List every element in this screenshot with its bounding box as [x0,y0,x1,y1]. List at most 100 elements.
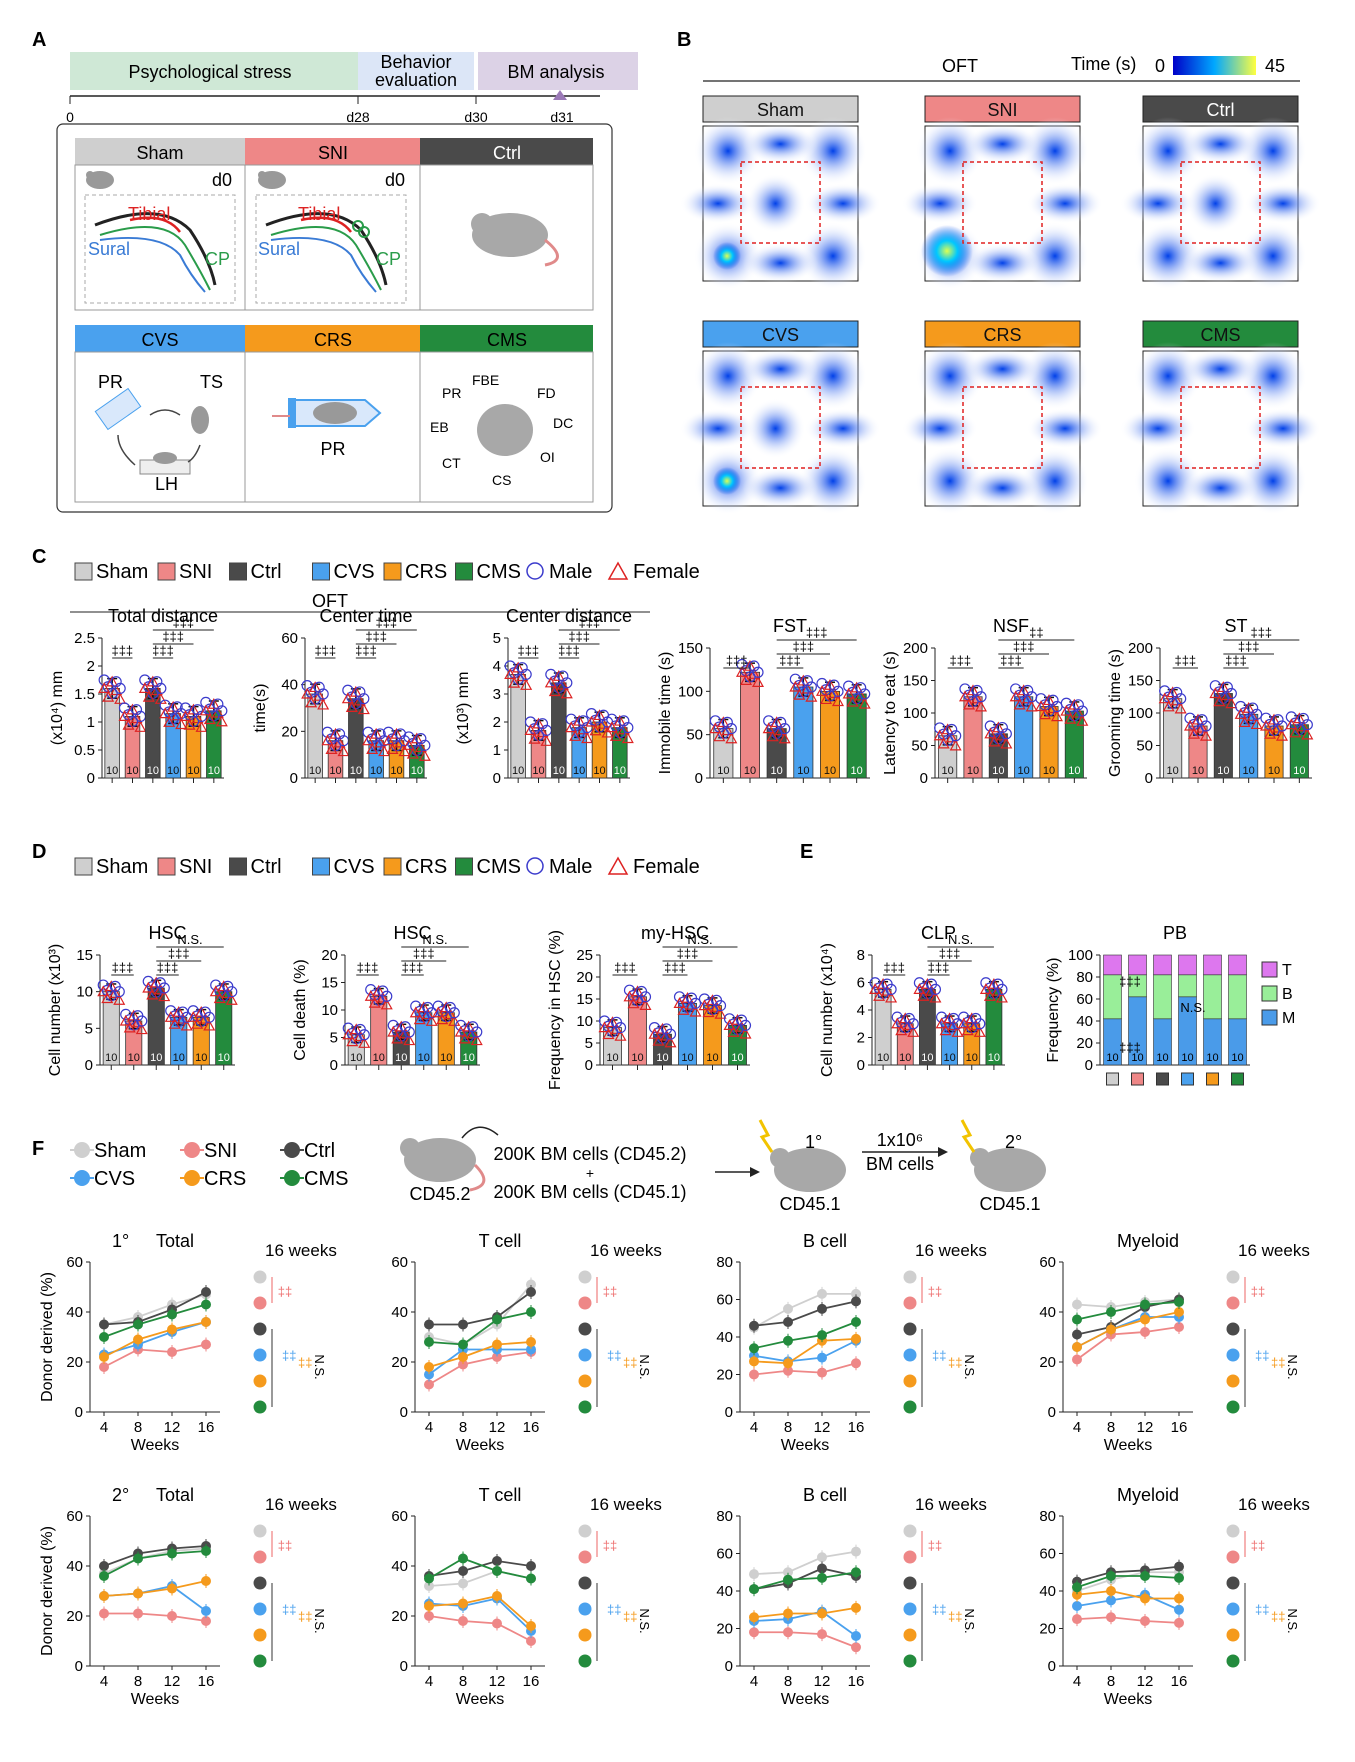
scale-label: Time (s) [1071,54,1136,74]
series-point-sni [424,1379,434,1390]
bar-sham [510,674,526,779]
group-dot-cvs [253,1348,267,1362]
sig-label: ‡‡‡ [1013,639,1035,654]
timeline-behavior-label: Behavior evaluation [375,52,457,90]
bar-n-label: 10 [1243,765,1255,777]
pb-seg-T [1203,954,1222,976]
x-tick-label: 4 [425,1419,433,1436]
series-point-crs [851,1333,861,1344]
y-tick-label: 20 [66,1354,83,1371]
series-point-cms [99,1571,109,1581]
group-dot-sham [1226,1524,1240,1538]
legend-f-label-cvs: CVS [94,1168,135,1190]
series-point-cms [1106,1571,1116,1581]
day-label-sni: d0 [385,170,405,190]
nerve-label-tibial-sni: Tibial [298,204,340,224]
y-tick-label: 100 [903,705,928,722]
series-point-sham [783,1303,793,1314]
legend-f-label-sni: SNI [204,1140,237,1162]
series-line-cvs [103,1321,207,1356]
bar-n-label: 10 [218,1052,230,1064]
x-tick-label: 12 [814,1419,831,1436]
y-tick-label: 0 [1145,770,1153,787]
series-line-cvs [428,1597,532,1632]
bar-n-label: 10 [187,765,199,777]
weeks-label: 16 weeks [1238,1495,1310,1514]
y-tick-label: 5 [585,1035,593,1052]
bar-n-label: 10 [921,1052,933,1064]
crs-pr-label: PR [320,439,345,459]
pb-group-swatch [1106,1072,1119,1086]
series-point-cms [1174,1572,1184,1583]
group-dot-cms [578,1400,592,1414]
bar-n-label: 10 [1293,765,1305,777]
pb-group-swatch [1181,1072,1194,1086]
pb-seg-B [1153,974,1172,1020]
bar-n-label: 10 [877,1052,889,1064]
cvs-pr-label: PR [98,372,123,392]
y-tick-label: 20 [1039,1621,1056,1638]
panel-label-f: F [32,1138,44,1160]
legend-label-ctrl: Ctrl [251,856,282,878]
scale-min: 0 [1155,56,1165,76]
panel-label-d: D [32,841,46,863]
oft-group-header: OFT [312,591,348,611]
legend-f: Sham SNI Ctrl CVS CRS CMS [70,1140,348,1190]
sig-cvs: ‡‡ [932,1602,946,1617]
legend-swatch-cvs [312,562,330,581]
series-line-cms [753,1321,857,1350]
series-line-ctrl [1076,1565,1180,1583]
group-cms-label: CMS [487,330,527,350]
bar-n-label: 10 [395,1052,407,1064]
panel-label-c: C [32,546,46,568]
chart-e-clp: CLP 0 2 4 6 8 Cell number (x10⁴) 10 10 10 10 10 10 ‡‡… [819,923,1008,1077]
group-dot-cvs [1226,1602,1240,1616]
timeline-ticks: 0 d28 d30 d31 [66,90,574,125]
y-tick-label: 0 [75,1658,83,1675]
sig-label: ‡‡‡ [949,653,971,668]
series-point-crs [526,1621,536,1631]
bar-n-label: 10 [1217,765,1229,777]
chart-d-3: my-HSC 0 5 10 15 20 25 Frequency in HSC (%) 10 10… [547,923,752,1090]
ns-label: N.S. [312,1608,327,1633]
ns-label: N.S. [962,1608,977,1633]
heatmap-title-crs: CRS [983,325,1021,345]
group-dot-sham [1226,1270,1240,1284]
series-line-sham [753,1292,856,1329]
series-point-ctrl [749,1320,759,1331]
legend-male: Male [549,561,592,583]
series-point-sni [99,1608,109,1619]
bar-n-label: 10 [573,765,585,777]
legend-swatch-cms [455,857,473,876]
series-point-cms [99,1332,109,1342]
x-tick-label: 16 [848,1419,865,1436]
series-line-sni [754,1631,857,1649]
x-tick-label: 8 [459,1673,467,1690]
bar-n-label: 10 [1181,1052,1193,1064]
bar-n-label: 10 [1167,765,1179,777]
x-tick-label: 12 [1137,1419,1154,1436]
series-point-cms [1072,1582,1082,1593]
weeks-label: 16 weeks [1238,1241,1310,1260]
bar-n-label: 10 [1192,765,1204,777]
series-point-cms [492,1314,502,1325]
sig-label: ‡‡‡ [1225,653,1247,668]
y-tick-label: 40 [66,1558,83,1575]
y-tick-label: 20 [281,723,298,740]
series-point-sni [424,1611,434,1621]
y-tick-label: 60 [1039,1546,1056,1563]
series-point-cms [167,1548,177,1559]
chart-title: Myeloid [1117,1231,1179,1251]
series-line-sham [103,1547,207,1575]
chart-title: T cell [479,1485,522,1505]
series-line-cms [103,1303,207,1338]
weeks-label: 16 weeks [265,1495,337,1514]
series-line-crs [103,1580,207,1597]
bar-n-label: 10 [992,765,1004,777]
series-point-sni [1140,1616,1150,1626]
series-point-cms [817,1572,827,1583]
y-tick-label: 0 [75,1404,83,1421]
group-dot-sham [578,1524,592,1538]
group-dot-ctrl [903,1576,917,1590]
